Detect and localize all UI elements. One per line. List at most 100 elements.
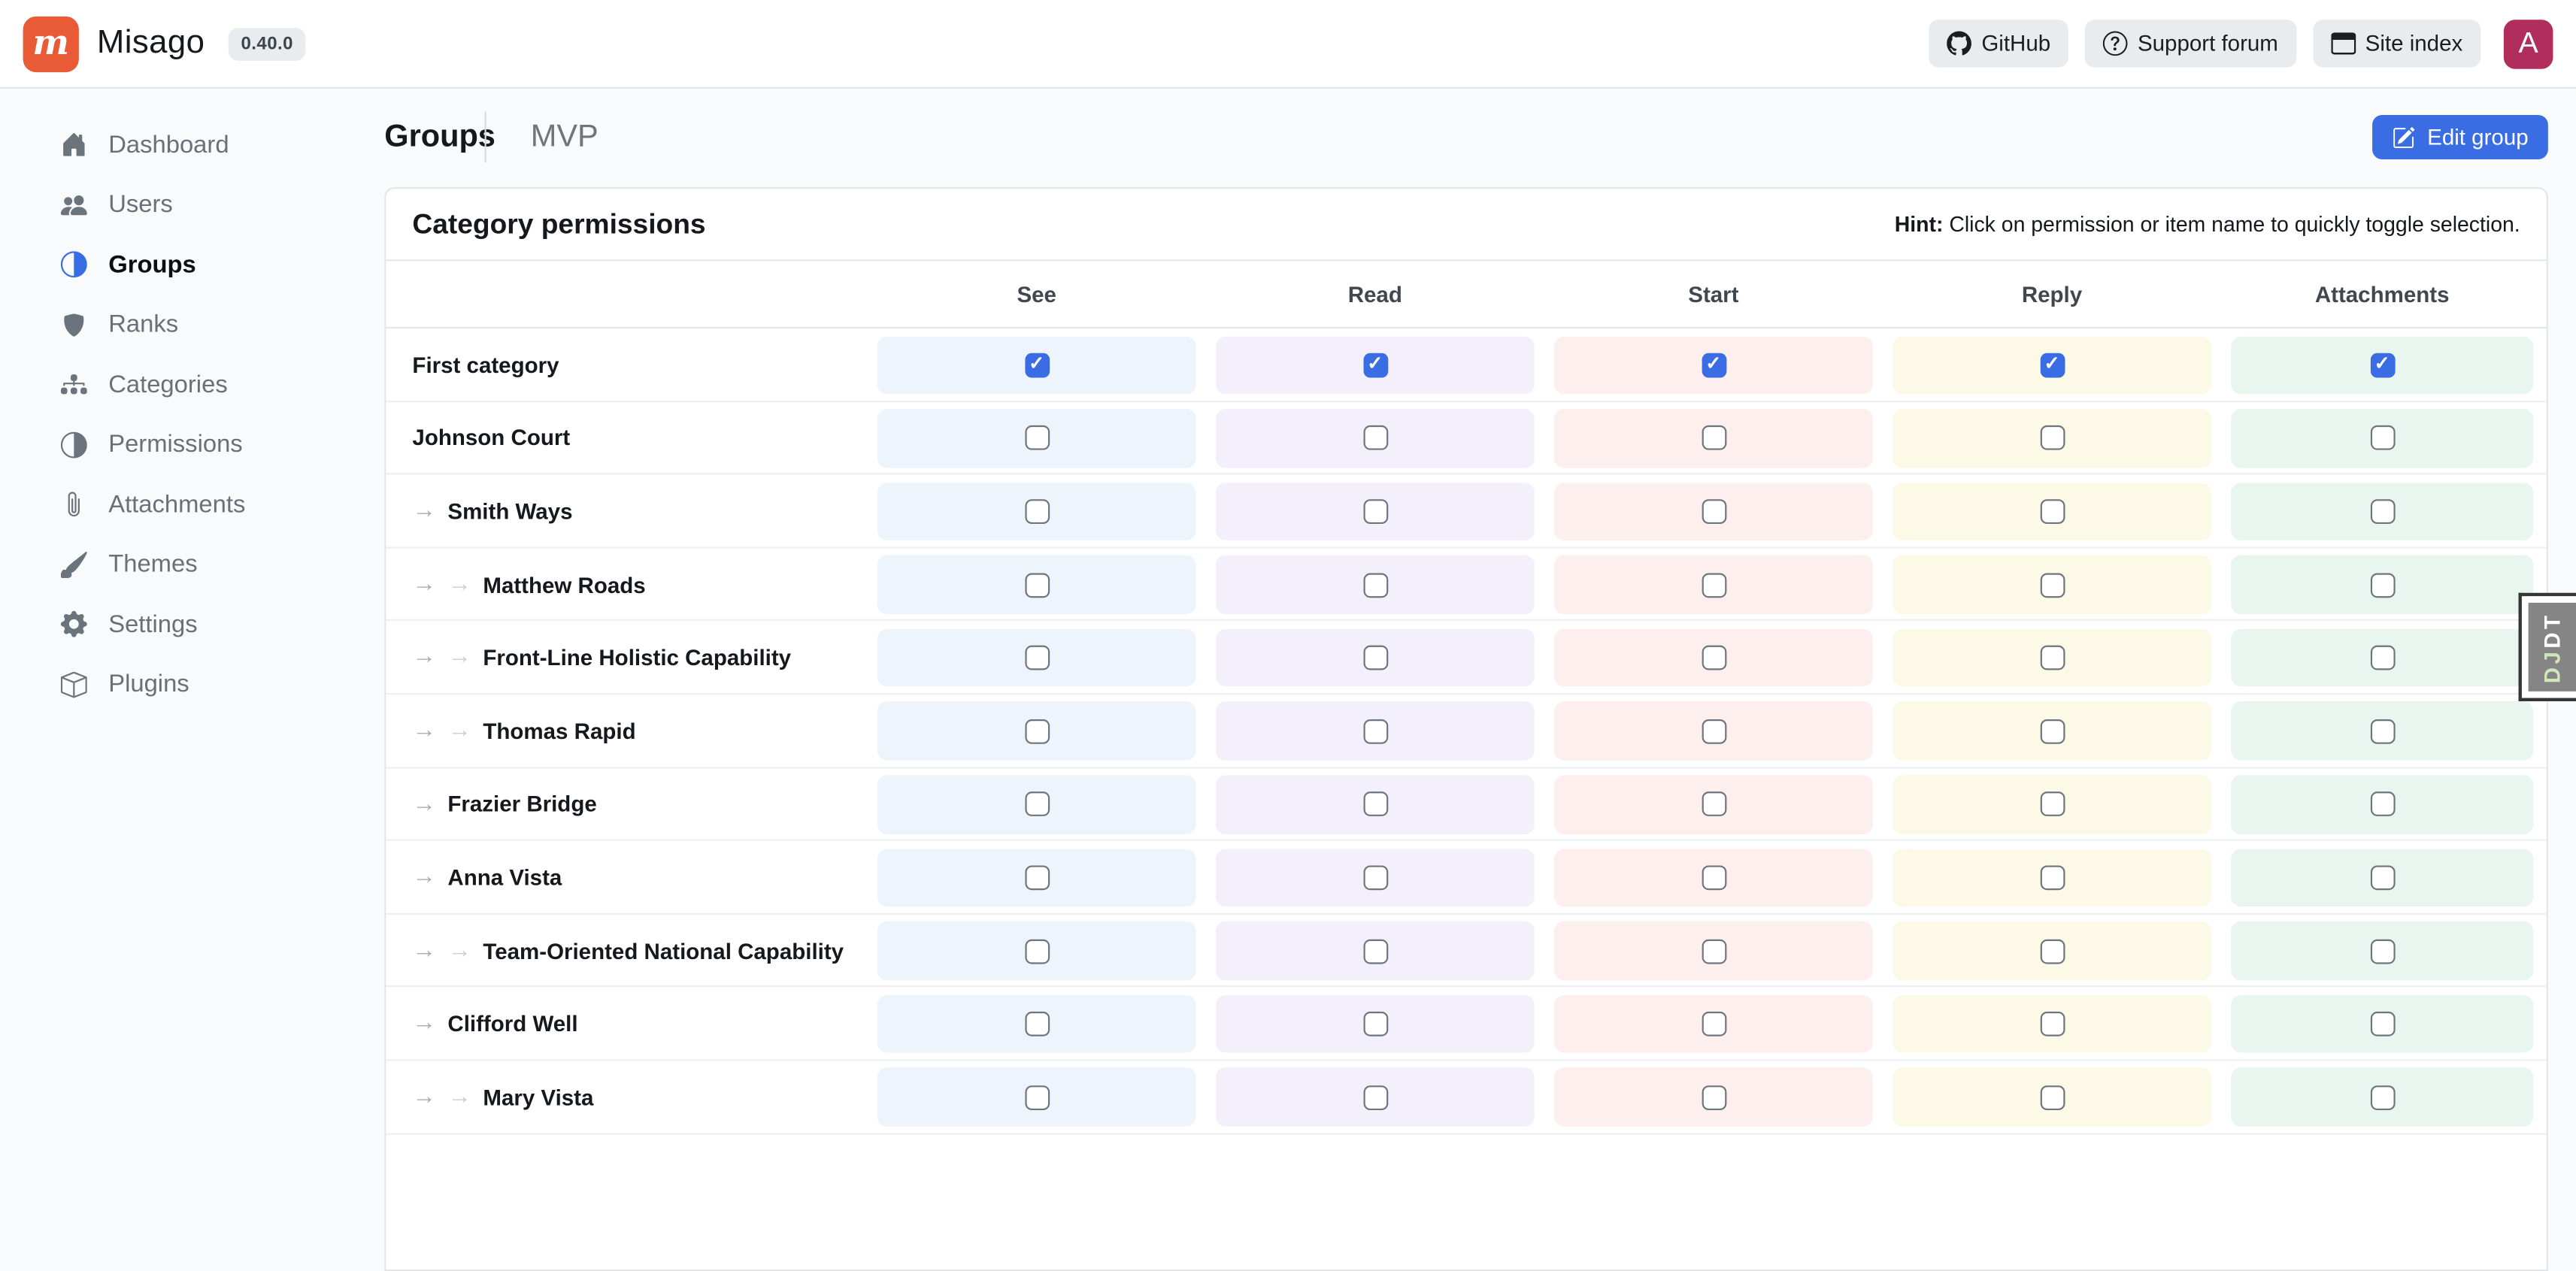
permission-cell-see[interactable]	[877, 482, 1196, 541]
permission-cell-start[interactable]	[1553, 409, 1873, 468]
permission-cell-see[interactable]: ✓	[877, 335, 1196, 395]
permission-cell-reply[interactable]	[1893, 921, 2211, 981]
checkbox-unchecked[interactable]	[1701, 791, 1726, 817]
checkbox-unchecked[interactable]	[1362, 719, 1388, 744]
checkbox-unchecked[interactable]	[1024, 572, 1050, 598]
checkbox-unchecked[interactable]	[2369, 719, 2395, 744]
category-name[interactable]: → → Mary Vista	[412, 1061, 593, 1133]
checkbox-unchecked[interactable]	[1362, 425, 1388, 451]
checkbox-unchecked[interactable]	[1362, 499, 1388, 524]
permission-cell-see[interactable]	[877, 1068, 1196, 1127]
checkbox-unchecked[interactable]	[1024, 1012, 1050, 1037]
permission-cell-see[interactable]	[877, 921, 1196, 981]
checkbox-unchecked[interactable]	[2039, 646, 2065, 670]
checkbox-unchecked[interactable]	[2369, 572, 2395, 598]
permission-cell-attachments[interactable]	[2231, 994, 2534, 1054]
permission-cell-read[interactable]	[1215, 628, 1535, 688]
checkbox-unchecked[interactable]	[2369, 938, 2395, 964]
column-header-start[interactable]: Start	[1688, 281, 1739, 307]
category-name[interactable]: First category	[412, 328, 559, 401]
category-name[interactable]: → Clifford Well	[412, 988, 577, 1061]
checkbox-unchecked[interactable]	[1701, 1012, 1726, 1037]
sidebar-item-categories[interactable]: Categories	[0, 355, 384, 415]
checkbox-unchecked[interactable]	[2369, 425, 2395, 451]
permission-cell-start[interactable]	[1553, 775, 1873, 834]
checkbox-checked[interactable]: ✓	[1362, 353, 1388, 378]
permission-cell-attachments[interactable]	[2231, 409, 2534, 468]
checkbox-unchecked[interactable]	[1701, 1085, 1726, 1110]
permission-cell-start[interactable]	[1553, 701, 1873, 761]
sidebar-item-plugins[interactable]: Plugins	[0, 655, 384, 715]
checkbox-unchecked[interactable]	[2039, 865, 2065, 891]
checkbox-unchecked[interactable]	[2039, 719, 2065, 744]
sidebar-item-attachments[interactable]: Attachments	[0, 474, 384, 534]
checkbox-checked[interactable]: ✓	[2369, 353, 2395, 378]
debug-toolbar-handle[interactable]: DJDT	[2518, 592, 2576, 701]
category-name[interactable]: → → Thomas Rapid	[412, 695, 635, 767]
permission-cell-read[interactable]	[1215, 482, 1535, 541]
checkbox-unchecked[interactable]	[1362, 646, 1388, 670]
checkbox-unchecked[interactable]	[1362, 1012, 1388, 1037]
checkbox-unchecked[interactable]	[1701, 938, 1726, 964]
checkbox-unchecked[interactable]	[2039, 499, 2065, 524]
checkbox-unchecked[interactable]	[1362, 865, 1388, 891]
category-name[interactable]: → Frazier Bridge	[412, 768, 596, 841]
permission-cell-attachments[interactable]	[2231, 482, 2534, 541]
checkbox-unchecked[interactable]	[2369, 1012, 2395, 1037]
category-name[interactable]: → Smith Ways	[412, 475, 572, 548]
checkbox-unchecked[interactable]	[1024, 865, 1050, 891]
sidebar-item-dashboard[interactable]: Dashboard	[0, 115, 384, 175]
checkbox-unchecked[interactable]	[1024, 791, 1050, 817]
permission-cell-read[interactable]: ✓	[1215, 335, 1535, 395]
navbar-link-support-forum[interactable]: Support forum	[2085, 20, 2296, 68]
permission-cell-read[interactable]	[1215, 1068, 1535, 1127]
permission-cell-read[interactable]	[1215, 555, 1535, 614]
permission-cell-see[interactable]	[877, 775, 1196, 834]
avatar[interactable]: A	[2503, 19, 2553, 68]
permission-cell-attachments[interactable]	[2231, 555, 2534, 614]
checkbox-unchecked[interactable]	[1024, 499, 1050, 524]
permission-cell-reply[interactable]	[1893, 775, 2211, 834]
category-name[interactable]: → → Matthew Roads	[412, 548, 645, 621]
permission-cell-attachments[interactable]	[2231, 775, 2534, 834]
column-header-attachments[interactable]: Attachments	[2314, 281, 2450, 307]
permission-cell-read[interactable]	[1215, 409, 1535, 468]
permission-cell-reply[interactable]: ✓	[1893, 335, 2211, 395]
sidebar-item-ranks[interactable]: Ranks	[0, 295, 384, 355]
category-name[interactable]: → Anna Vista	[412, 841, 562, 914]
column-header-see[interactable]: See	[1017, 281, 1056, 307]
checkbox-unchecked[interactable]	[1701, 499, 1726, 524]
checkbox-unchecked[interactable]	[1701, 719, 1726, 744]
checkbox-unchecked[interactable]	[1362, 938, 1388, 964]
category-name[interactable]: → → Team-Oriented National Capability	[412, 914, 844, 987]
checkbox-unchecked[interactable]	[1701, 572, 1726, 598]
checkbox-unchecked[interactable]	[2039, 1085, 2065, 1110]
checkbox-unchecked[interactable]	[1024, 938, 1050, 964]
checkbox-unchecked[interactable]	[1701, 865, 1726, 891]
permission-cell-start[interactable]	[1553, 555, 1873, 614]
permission-cell-reply[interactable]	[1893, 555, 2211, 614]
permission-cell-attachments[interactable]	[2231, 628, 2534, 688]
permission-cell-start[interactable]: ✓	[1553, 335, 1873, 395]
checkbox-checked[interactable]: ✓	[2039, 353, 2065, 378]
sidebar-item-groups[interactable]: Groups	[0, 235, 384, 295]
permission-cell-start[interactable]	[1553, 628, 1873, 688]
permission-cell-see[interactable]	[877, 409, 1196, 468]
checkbox-unchecked[interactable]	[2369, 865, 2395, 891]
sidebar-item-settings[interactable]: Settings	[0, 595, 384, 655]
permission-cell-reply[interactable]	[1893, 409, 2211, 468]
permission-cell-reply[interactable]	[1893, 482, 2211, 541]
checkbox-unchecked[interactable]	[2369, 1085, 2395, 1110]
checkbox-unchecked[interactable]	[2039, 791, 2065, 817]
checkbox-unchecked[interactable]	[2039, 425, 2065, 451]
permission-cell-reply[interactable]	[1893, 701, 2211, 761]
checkbox-unchecked[interactable]	[1362, 791, 1388, 817]
checkbox-unchecked[interactable]	[1362, 1085, 1388, 1110]
permission-cell-attachments[interactable]	[2231, 921, 2534, 981]
column-header-reply[interactable]: Reply	[2021, 281, 2083, 307]
checkbox-unchecked[interactable]	[1701, 646, 1726, 670]
permission-cell-see[interactable]	[877, 848, 1196, 907]
checkbox-checked[interactable]: ✓	[1701, 353, 1726, 378]
checkbox-unchecked[interactable]	[1024, 719, 1050, 744]
permission-cell-read[interactable]	[1215, 848, 1535, 907]
